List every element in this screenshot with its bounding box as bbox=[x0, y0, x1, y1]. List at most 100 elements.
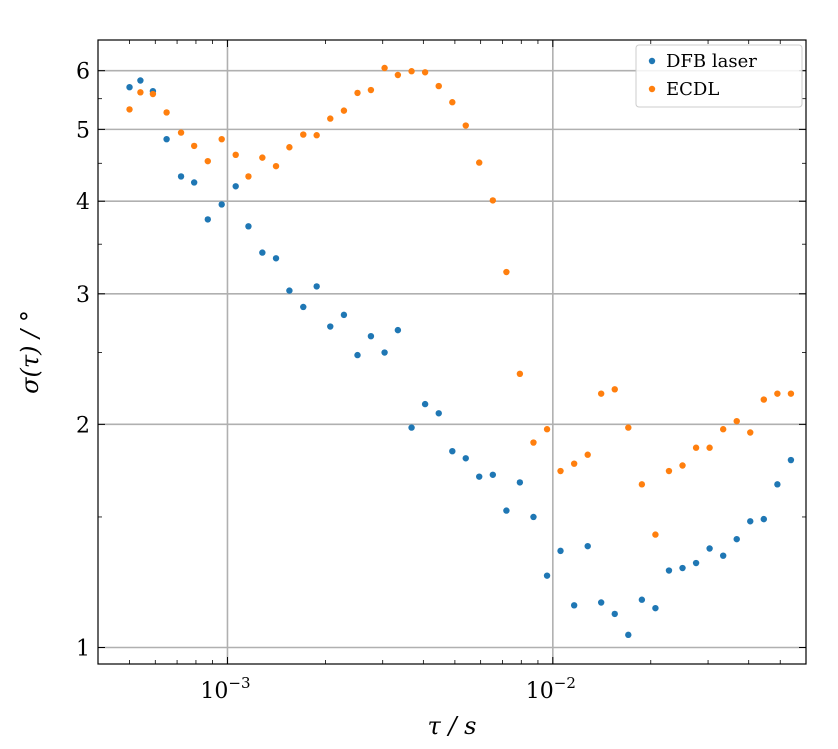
data-point-dfb-laser bbox=[367, 332, 375, 340]
data-point-dfb-laser bbox=[679, 564, 686, 572]
data-point-ecdl bbox=[149, 90, 157, 98]
data-point-dfb-laser bbox=[543, 572, 551, 579]
data-point-ecdl bbox=[760, 396, 768, 403]
data-point-ecdl bbox=[787, 390, 795, 397]
y-tick-label: 6 bbox=[76, 60, 90, 85]
data-point-dfb-laser bbox=[638, 596, 646, 603]
data-point-dfb-laser bbox=[570, 602, 578, 609]
data-point-dfb-laser bbox=[218, 201, 225, 208]
data-point-ecdl bbox=[126, 106, 133, 113]
data-point-ecdl bbox=[530, 439, 537, 446]
y-tick-label: 1 bbox=[76, 636, 90, 661]
x-tick-labels: 10−3 10−2 bbox=[200, 40, 576, 704]
data-point-ecdl bbox=[449, 99, 456, 106]
data-point-ecdl bbox=[327, 115, 334, 122]
data-point-ecdl bbox=[706, 444, 713, 451]
x-tick-label: 10−3 bbox=[200, 674, 250, 704]
data-point-dfb-laser bbox=[665, 567, 673, 574]
data-point-ecdl bbox=[679, 462, 686, 469]
data-point-dfb-laser bbox=[232, 183, 239, 190]
data-point-ecdl bbox=[584, 451, 591, 458]
data-point-dfb-laser bbox=[774, 481, 781, 488]
data-point-dfb-laser bbox=[300, 303, 307, 311]
x-minor-ticks bbox=[129, 40, 781, 664]
legend-box bbox=[635, 44, 803, 108]
data-point-ecdl bbox=[245, 173, 252, 180]
data-point-ecdl bbox=[313, 132, 320, 139]
legend-marker-dfb bbox=[648, 57, 656, 65]
y-axis-label: σ(τ) / ° bbox=[16, 310, 44, 394]
data-point-ecdl bbox=[638, 481, 646, 488]
data-point-dfb-laser bbox=[177, 173, 185, 180]
data-point-ecdl bbox=[597, 390, 605, 397]
data-point-dfb-laser bbox=[462, 455, 469, 462]
data-point-ecdl bbox=[272, 162, 280, 170]
y-tick-label: 4 bbox=[76, 190, 90, 215]
data-point-dfb-laser bbox=[706, 545, 713, 552]
y-tick-label: 2 bbox=[76, 413, 90, 438]
data-point-ecdl bbox=[408, 68, 415, 75]
data-point-dfb-laser bbox=[719, 552, 727, 559]
legend-label-ecdl: ECDL bbox=[666, 79, 719, 100]
data-point-dfb-laser bbox=[692, 559, 700, 567]
data-point-ecdl bbox=[286, 144, 293, 151]
data-point-dfb-laser bbox=[190, 179, 198, 186]
x-axis-label: τ / s bbox=[428, 712, 477, 740]
data-point-ecdl bbox=[774, 390, 781, 397]
data-point-ecdl bbox=[190, 142, 198, 150]
data-point-ecdl bbox=[137, 89, 144, 96]
data-point-dfb-laser bbox=[652, 604, 659, 612]
data-point-dfb-laser bbox=[163, 135, 170, 143]
data-point-ecdl bbox=[462, 122, 469, 129]
data-point-ecdl bbox=[733, 417, 740, 425]
data-point-ecdl bbox=[218, 135, 225, 143]
data-point-ecdl bbox=[163, 109, 170, 116]
data-point-ecdl bbox=[570, 460, 578, 467]
data-point-dfb-laser bbox=[394, 326, 402, 334]
data-point-dfb-laser bbox=[137, 77, 144, 84]
data-point-dfb-laser bbox=[733, 535, 740, 543]
data-point-dfb-laser bbox=[408, 424, 415, 431]
data-point-dfb-laser bbox=[381, 349, 388, 356]
data-point-ecdl bbox=[611, 386, 618, 393]
y-tick-label: 5 bbox=[76, 118, 90, 143]
data-point-ecdl bbox=[747, 429, 754, 436]
data-point-dfb-laser bbox=[516, 479, 524, 486]
data-point-dfb-laser bbox=[489, 471, 497, 478]
data-point-ecdl bbox=[557, 467, 564, 475]
data-point-ecdl bbox=[489, 197, 497, 204]
plot-frame bbox=[97, 39, 807, 665]
data-point-dfb-laser bbox=[245, 223, 252, 230]
data-point-ecdl bbox=[543, 426, 551, 433]
legend-label-dfb: DFB laser bbox=[666, 51, 757, 72]
data-point-dfb-laser bbox=[557, 547, 564, 555]
data-point-dfb-laser bbox=[449, 447, 456, 455]
data-point-ecdl bbox=[692, 444, 700, 451]
data-point-dfb-laser bbox=[126, 83, 133, 91]
data-point-dfb-laser bbox=[476, 473, 483, 480]
data-point-ecdl bbox=[177, 129, 185, 136]
data-point-ecdl bbox=[232, 151, 239, 159]
data-point-ecdl bbox=[381, 64, 388, 72]
data-point-ecdl bbox=[340, 107, 348, 114]
data-point-dfb-laser bbox=[313, 283, 320, 290]
data-point-dfb-laser bbox=[327, 323, 334, 330]
data-point-ecdl bbox=[204, 157, 211, 165]
data-point-ecdl bbox=[435, 82, 442, 90]
data-points bbox=[126, 64, 795, 639]
data-point-dfb-laser bbox=[204, 216, 211, 223]
data-point-ecdl bbox=[421, 69, 429, 76]
legend-marker-ecdl bbox=[648, 85, 656, 93]
data-point-dfb-laser bbox=[747, 518, 754, 525]
data-point-dfb-laser bbox=[760, 515, 768, 523]
data-point-dfb-laser bbox=[272, 255, 280, 262]
series-dfb-laser bbox=[126, 77, 795, 639]
data-point-dfb-laser bbox=[286, 287, 293, 294]
y-minor-ticks bbox=[98, 98, 806, 518]
data-point-ecdl bbox=[665, 467, 673, 475]
data-point-dfb-laser bbox=[530, 513, 537, 521]
data-point-dfb-laser bbox=[340, 311, 348, 319]
y-tick-label: 3 bbox=[76, 283, 90, 308]
data-point-ecdl bbox=[625, 424, 632, 431]
